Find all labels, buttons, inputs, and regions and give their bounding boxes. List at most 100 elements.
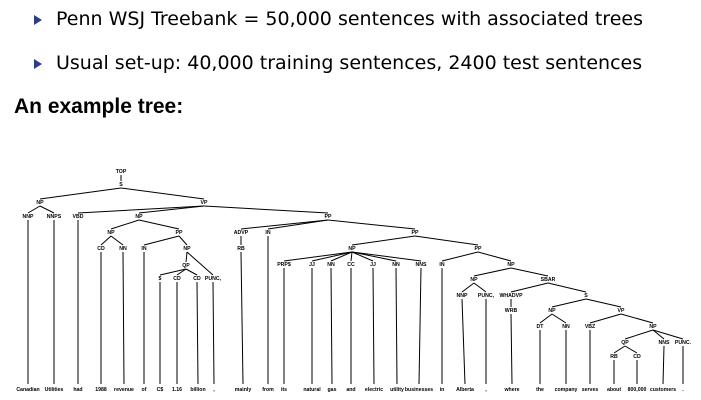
tree-edge	[510, 313, 513, 385]
word-leaf-utility: utility	[390, 387, 404, 393]
pos-tag-advp: ADVP	[234, 230, 249, 236]
tree-edge	[551, 298, 587, 308]
pos-tag-cd-116: CD	[173, 276, 181, 282]
phrase-node-sbar: SBAR	[541, 277, 556, 283]
word-leaf-had: had	[73, 387, 82, 393]
phrase-node-s-root: S	[119, 182, 123, 188]
tree-edge	[311, 251, 353, 262]
pos-tag-nnp-alberta: NNP	[457, 293, 468, 299]
tree-edge	[624, 329, 654, 340]
tree-edge	[652, 329, 684, 340]
phrase-node-s-inner: S	[584, 293, 588, 299]
word-leaf-utilities: Utilities	[45, 387, 64, 393]
word-leaf-revenue: revenue	[114, 387, 134, 393]
word-leaf-the: the	[536, 387, 544, 393]
phrase-node-pp-in2: PP	[475, 246, 482, 252]
pos-tag-jj-electric: JJ	[370, 262, 376, 268]
pos-tag-vbd-had: VBD	[73, 214, 84, 220]
phrase-node-np-customers: NP	[649, 324, 657, 330]
tree-edge	[176, 268, 187, 276]
tree-edge	[186, 251, 214, 276]
pos-tag-cc-and: CC	[347, 262, 355, 268]
word-leaf-and: and	[346, 387, 355, 393]
phrase-node-np-of-obj: NP	[107, 230, 115, 236]
pos-tag-dt-the: DT	[537, 324, 545, 330]
tree-edge	[39, 187, 122, 200]
tree-edge	[330, 251, 353, 262]
tree-edge	[283, 251, 353, 262]
bullet-item-setup: Usual set-up: 40,000 training sentences,…	[34, 52, 642, 74]
tree-edge	[473, 267, 512, 277]
word-leaf-customers: customers	[650, 387, 676, 393]
word-leaf-company: company	[555, 387, 578, 393]
tree-edge	[547, 282, 587, 293]
word-leaf-of: of	[142, 387, 147, 393]
tree-edge	[395, 267, 398, 385]
word-leaf-its: its	[281, 387, 287, 393]
pos-tag-nn-revenue: NN	[119, 246, 127, 252]
word-leaf-comma2: ,	[485, 387, 487, 393]
bullet-item-treebank: Penn WSJ Treebank = 50,000 sentences wit…	[34, 8, 643, 30]
section-heading: An example tree:	[14, 95, 184, 118]
tree-edge	[39, 205, 55, 214]
tree-edge	[110, 235, 124, 246]
tree-edge	[510, 267, 549, 277]
word-leaf-alberta: Alberta	[456, 387, 474, 393]
word-leaf-year-1988: 1988	[95, 387, 107, 393]
tree-edge	[414, 235, 479, 246]
tree-edge	[203, 205, 329, 214]
word-leaf-cs: C$	[157, 387, 164, 393]
word-leaf-num-116: 1.16	[172, 387, 182, 393]
pos-tag-nnp-canadian: NNP	[23, 214, 34, 220]
word-leaf-canadian: Canadian	[16, 387, 39, 393]
tree-edge	[351, 251, 397, 262]
tree-edge	[185, 268, 198, 276]
pos-tag-vbz-serves: VBZ	[585, 324, 596, 330]
word-leaf-from: from	[262, 387, 274, 393]
pos-tag-cd-1988: CD	[97, 246, 105, 252]
tree-edge	[110, 219, 140, 230]
pos-tag-jj-natural: JJ	[309, 262, 315, 268]
tree-edge	[267, 219, 329, 230]
tree-edge	[330, 267, 333, 385]
pos-tag-cd-billion: CD	[193, 276, 201, 282]
pos-tag-in-from: IN	[265, 230, 270, 236]
tree-edge	[240, 251, 244, 385]
pos-tag-nns-businesses: NNS	[416, 262, 427, 268]
phrase-node-pp-in: PP	[412, 230, 419, 236]
tree-edge	[652, 329, 665, 340]
tree-edge	[212, 281, 215, 385]
pos-tag-dollar-cs: $	[159, 276, 162, 282]
tree-edge	[539, 313, 553, 324]
word-leaf-electric: electric	[365, 387, 383, 393]
phrase-node-np-object: NP	[135, 214, 143, 220]
pos-tag-wrb-where: WRB	[505, 308, 518, 314]
tree-edge	[624, 345, 638, 354]
pos-tag-punc-period: PUNC.	[675, 340, 692, 346]
word-leaf-businesses: businesses	[405, 387, 433, 393]
tree-edge	[372, 267, 375, 385]
pos-tag-in-of: IN	[141, 246, 146, 252]
word-leaf-period: .	[682, 387, 684, 393]
triangle-bullet-icon	[34, 14, 42, 25]
tree-edge	[77, 205, 205, 214]
tree-edge	[27, 205, 41, 214]
phrase-node-pp-of: PP	[176, 230, 183, 236]
word-leaf-num-800000: 800,000	[628, 387, 647, 393]
pos-tag-rb-about: RB	[610, 354, 618, 360]
pos-tag-in-in: IN	[439, 262, 444, 268]
tree-edge	[138, 219, 180, 230]
tree-edge	[185, 251, 188, 263]
pos-tag-nn-utility: NN	[392, 262, 400, 268]
tree-edge	[477, 251, 512, 262]
word-leaf-natural: natural	[303, 387, 321, 393]
word-leaf-in: in	[440, 387, 445, 393]
pos-tag-nns-customers: NNS	[659, 340, 670, 346]
pos-tag-nn-company: NN	[562, 324, 570, 330]
tree-edge	[120, 187, 205, 200]
tree-edge	[510, 282, 549, 293]
tree-edge	[613, 345, 626, 354]
word-leaf-billion: billion	[190, 387, 205, 393]
tree-edge	[589, 313, 622, 324]
